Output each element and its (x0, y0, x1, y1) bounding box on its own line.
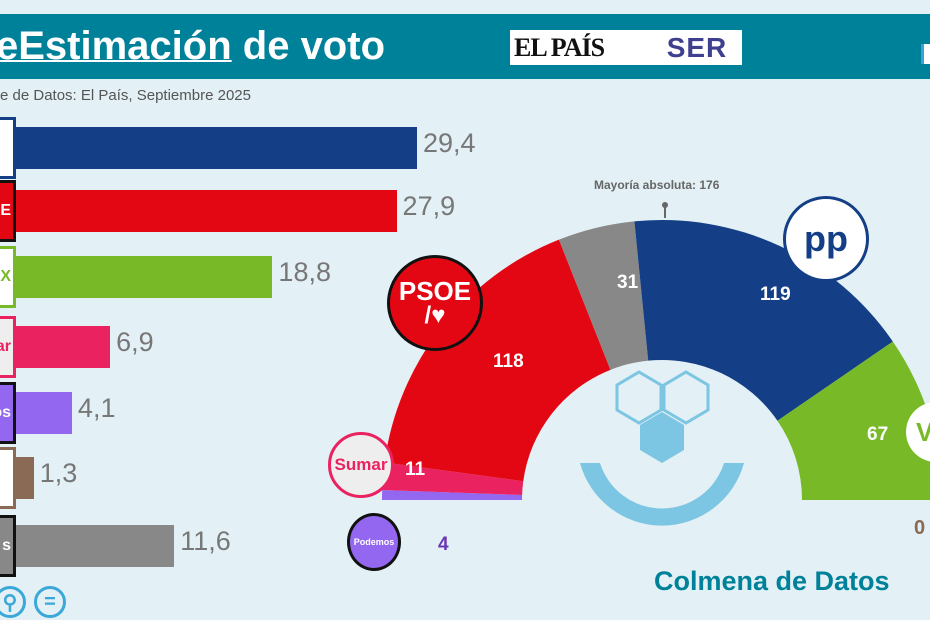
bar-value-salf: 1,3 (39, 458, 78, 488)
bar-value-otros: 11,6 (180, 526, 231, 556)
bar-vox (16, 256, 273, 298)
bar-pp (16, 127, 418, 169)
seat-label-sumar: 11 (405, 459, 426, 480)
bar-value-psoe: 27,9 (402, 191, 456, 221)
bar-value-pp: 29,4 (423, 128, 476, 158)
party-logo-salf (0, 447, 16, 509)
bar-row-pp: 29,4 (0, 117, 930, 179)
party-logo-vox: X (0, 246, 16, 308)
party-logo-podemos: os (0, 382, 16, 444)
party-logo-pp (0, 117, 16, 179)
seat-label-otros: 31 (617, 272, 639, 293)
seat-segment-psoe (384, 239, 611, 482)
corner-logo-icon (921, 44, 930, 64)
seat-segment-vox (777, 341, 930, 500)
person-icon: ⚲ (0, 586, 26, 618)
seat-segment-pp (634, 220, 893, 421)
seat-segment-sumar (382, 462, 524, 495)
majority-label: Mayoría absoluta: 176 (594, 178, 720, 192)
pp-badge: pp (783, 196, 869, 282)
bar-otros (16, 525, 175, 567)
seat-label-pp: 119 (760, 284, 791, 305)
bar-row-sumar: ar 6,9 (0, 316, 930, 378)
equals-icon: = (34, 586, 66, 618)
colmena-watermark-logo (580, 370, 744, 526)
bar-value-sumar: 6,9 (116, 327, 154, 357)
seat-label-psoe: 118 (493, 351, 524, 372)
podemos-badge: Podemos (347, 513, 401, 571)
ser-logo: SER (652, 30, 742, 65)
sumar-badge: Sumar (328, 432, 394, 498)
seat-label-vox: 67 (867, 424, 889, 445)
seat-segment-otros (558, 221, 649, 370)
psoe-badge: PSOE/♥ (387, 255, 483, 351)
party-logo-sumar: ar (0, 316, 16, 378)
bar-row-salf: 1,3 (0, 447, 930, 509)
seat-label-podemos: 4 (438, 534, 449, 555)
bar-row-vox: X 18,8 (0, 246, 930, 308)
majority-dot (662, 202, 668, 208)
bar-salf (16, 457, 34, 499)
bar-row-psoe: E 27,9 (0, 180, 930, 242)
bar-sumar (16, 326, 111, 368)
seat-segment-podemos (382, 489, 523, 500)
seat-label-salf: 0 (914, 517, 926, 539)
party-logo-psoe: E (0, 180, 16, 242)
bar-podemos (16, 392, 72, 434)
bar-row-otros: s 11,6 (0, 515, 930, 577)
brand-footer: Colmena de Datos (654, 566, 890, 596)
bar-value-vox: 18,8 (278, 257, 331, 287)
bar-value-podemos: 4,1 (77, 393, 116, 423)
bar-row-podemos: os 4,1 (0, 382, 930, 444)
bar-psoe (16, 190, 397, 232)
title-bar: eEstimación de voto EL PAÍS SER (0, 14, 930, 79)
page-title: eEstimación de voto (0, 24, 385, 68)
party-logo-otros: s (0, 515, 16, 577)
el-pais-logo: EL PAÍS (510, 30, 652, 65)
subtitle: e de Datos: El País, Septiembre 2025 (0, 87, 251, 104)
